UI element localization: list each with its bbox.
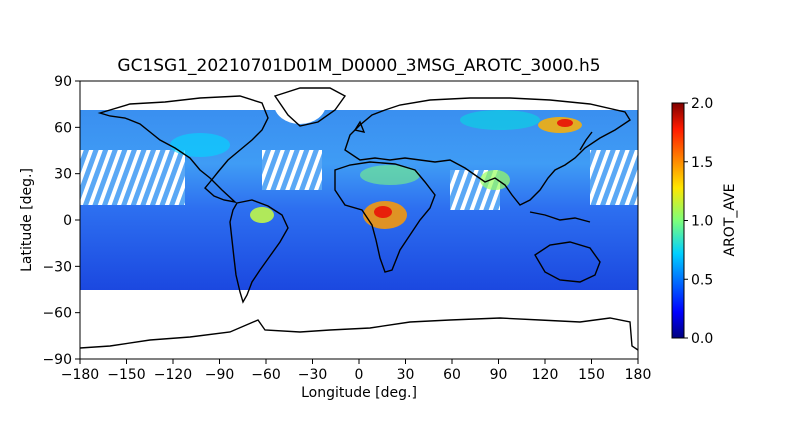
hotspot-siberia xyxy=(460,110,540,130)
coastlines xyxy=(80,87,638,351)
x-tick-label: 90 xyxy=(490,367,508,383)
coast-south-america xyxy=(229,199,289,304)
y-tick-label: −60 xyxy=(42,306,72,322)
nodata-gap-pacific-west xyxy=(590,150,638,205)
x-tick-label: −30 xyxy=(298,367,328,383)
y-tick-label: 0 xyxy=(63,213,72,229)
y-tick-label: −90 xyxy=(42,352,72,368)
colorbar-tick-label: 0.5 xyxy=(691,272,713,288)
hotspot-east-asia-core xyxy=(557,119,573,127)
x-tick-label: −60 xyxy=(251,367,281,383)
x-tick-label: 150 xyxy=(578,367,605,383)
greenland-nodata xyxy=(274,84,326,124)
coast-uk xyxy=(353,120,366,133)
x-tick-label: 120 xyxy=(532,367,559,383)
hotspot-central-africa-core xyxy=(374,206,392,218)
coast-europe-asia xyxy=(344,97,631,206)
x-tick-label: −150 xyxy=(107,367,145,383)
coast-africa xyxy=(334,161,436,273)
x-tick-label: −90 xyxy=(205,367,235,383)
aerosol-map xyxy=(80,84,638,351)
hotspot-sahara xyxy=(360,165,420,185)
x-tick-label: 60 xyxy=(443,367,461,383)
y-tick-label: 60 xyxy=(54,120,72,136)
x-tick-label: 180 xyxy=(625,367,652,383)
hotspot-south-asia xyxy=(480,170,510,190)
coast-north-america xyxy=(97,95,269,204)
colorbar xyxy=(671,102,685,339)
nodata-gap-pacific-east xyxy=(80,150,185,205)
colorbar-tick-label: 1.5 xyxy=(691,155,713,171)
coast-greenland xyxy=(273,87,347,127)
coast-antarctica xyxy=(80,317,638,351)
x-tick-label: −180 xyxy=(61,367,99,383)
coast-australia xyxy=(534,241,601,283)
hotspot-south-america xyxy=(250,207,274,223)
colorbar-tick-label: 2.0 xyxy=(691,96,713,112)
y-tick-label: 30 xyxy=(54,167,72,183)
y-tick-label: −30 xyxy=(42,259,72,275)
nodata-gap-atlantic xyxy=(262,150,322,190)
hotspot-north-america xyxy=(170,133,230,157)
x-tick-label: −120 xyxy=(154,367,192,383)
colorbar-tick-label: 1.0 xyxy=(691,214,713,230)
colorbar-ticks: 0.0 0.5 1.0 1.5 2.0 xyxy=(684,96,713,347)
coast-japan xyxy=(579,131,593,151)
x-axis-label: Longitude [deg.] xyxy=(301,385,417,401)
x-axis-ticks: −180 −150 −120 −90 −60 −30 0 30 60 90 120 150 180 xyxy=(61,359,652,383)
coast-indonesia xyxy=(529,211,591,223)
y-tick-label: 90 xyxy=(54,74,72,90)
chart-title: GC1SG1_20210701D01M_D0000_3MSG_AROTC_300… xyxy=(117,56,601,76)
colorbar-tick-label: 0.0 xyxy=(691,331,713,347)
x-tick-label: 30 xyxy=(397,367,415,383)
x-tick-label: 0 xyxy=(355,367,364,383)
y-axis-ticks: 90 60 30 0 −30 −60 −90 xyxy=(42,74,80,368)
